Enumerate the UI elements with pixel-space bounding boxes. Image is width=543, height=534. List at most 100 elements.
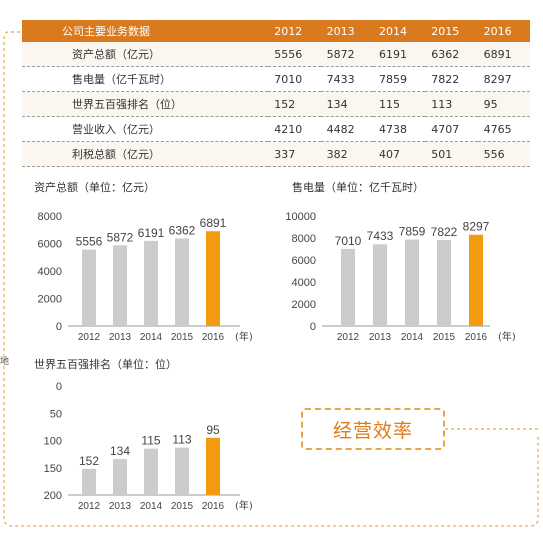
row-value: 501 [425, 141, 478, 167]
value-label: 115 [141, 434, 160, 448]
y-tick-label: 100 [44, 436, 62, 448]
row-value: 4738 [372, 116, 426, 142]
row-value: 6891 [477, 42, 530, 67]
x-tick-label: 2016 [202, 501, 225, 512]
bar [469, 234, 483, 326]
table-row: 利税总额（亿元） 337 382 407 501 556 [22, 141, 530, 167]
bar [144, 240, 158, 326]
value-label: 5556 [76, 235, 103, 249]
bar [341, 248, 355, 326]
x-unit-label: (年) [498, 330, 516, 343]
x-unit-label: (年) [235, 499, 253, 512]
table-header-row: 公司主要业务数据 2012 2013 2014 2015 2016 [22, 20, 530, 42]
bar [175, 238, 189, 326]
y-tick-label: 4000 [292, 277, 316, 289]
row-value: 6362 [425, 42, 478, 67]
y-tick-label: 8000 [292, 233, 316, 245]
y-tick-label: 200 [44, 490, 62, 502]
business-data-table: 公司主要业务数据 2012 2013 2014 2015 2016 资产总额（亿… [22, 20, 530, 167]
x-tick-label: 2012 [78, 332, 101, 343]
x-tick-label: 2015 [433, 332, 456, 343]
table-row: 售电量（亿千瓦时） 7010 7433 7859 7822 8297 [22, 66, 530, 92]
table-row: 营业收入（亿元） 4210 4482 4738 4707 4765 [22, 116, 530, 142]
y-tick-label: 10000 [285, 211, 316, 223]
bar [82, 249, 96, 326]
y-tick-label: 0 [56, 381, 62, 393]
y-tick-label: 4000 [38, 266, 62, 278]
row-value: 152 [268, 91, 321, 117]
x-tick-label: 2013 [369, 332, 392, 343]
row-label: 营业收入（亿元） [22, 116, 269, 142]
value-label: 7433 [367, 229, 394, 243]
row-value: 95 [477, 91, 530, 117]
chart-title-electricity: 售电量（单位：亿千瓦时） [292, 181, 424, 194]
y-tick-label: 50 [50, 408, 62, 420]
bar [373, 244, 387, 326]
row-value: 5872 [320, 42, 373, 67]
row-value: 7822 [425, 66, 478, 92]
value-label: 5872 [107, 230, 134, 244]
value-label: 152 [79, 454, 99, 468]
bar [405, 239, 419, 326]
row-value: 115 [372, 91, 426, 117]
value-label: 134 [110, 444, 130, 458]
x-tick-label: 2015 [171, 501, 194, 512]
value-label: 113 [172, 433, 191, 447]
table-header-year: 2013 [320, 20, 373, 42]
value-label: 7010 [335, 234, 362, 248]
table-row: 世界五百强排名（位） 152 134 115 113 95 [22, 91, 530, 117]
row-value: 337 [268, 141, 321, 167]
table-header-year: 2015 [425, 20, 478, 42]
row-value: 556 [477, 141, 530, 167]
row-label: 资产总额（亿元） [22, 42, 269, 67]
y-tick-label: 6000 [292, 255, 316, 267]
row-value: 134 [320, 91, 373, 117]
y-tick-label: 0 [310, 321, 316, 333]
row-label: 售电量（亿千瓦时） [22, 66, 269, 92]
row-value: 4707 [425, 116, 478, 142]
y-tick-label: 0 [56, 321, 62, 333]
value-label: 7859 [399, 225, 426, 239]
bar [113, 459, 127, 495]
table-header-year: 2016 [477, 20, 530, 42]
chart-title-assets: 资产总额（单位：亿元） [34, 181, 155, 194]
table-header-year: 2014 [372, 20, 426, 42]
x-tick-label: 2013 [109, 501, 132, 512]
x-tick-label: 2014 [401, 332, 424, 343]
row-label: 世界五百强排名（位） [22, 91, 269, 117]
row-value: 113 [425, 91, 478, 117]
row-value: 5556 [268, 42, 321, 67]
x-tick-label: 2012 [78, 501, 101, 512]
x-tick-label: 2014 [140, 501, 163, 512]
operating-efficiency-badge: 经营效率 [301, 408, 445, 450]
row-value: 382 [320, 141, 373, 167]
row-value: 8297 [477, 66, 530, 92]
row-value: 6191 [372, 42, 426, 67]
assets-bar-chart: 0 2000 4000 6000 8000 5556 2012 5872 2013 6191 201… [38, 211, 253, 343]
x-unit-label: (年) [235, 330, 253, 343]
y-tick-label: 150 [44, 463, 62, 475]
row-label: 利税总额（亿元） [22, 141, 269, 167]
y-tick-label: 2000 [292, 299, 316, 311]
bar [206, 437, 220, 495]
side-label: 地 [0, 357, 10, 367]
bar [113, 245, 127, 326]
row-value: 7433 [320, 66, 373, 92]
value-label: 7822 [431, 225, 458, 239]
table-row: 资产总额（亿元） 5556 5872 6191 6362 6891 [22, 42, 530, 67]
bar [144, 448, 158, 495]
bar [82, 468, 96, 495]
x-tick-label: 2016 [202, 332, 225, 343]
x-tick-label: 2012 [337, 332, 360, 343]
y-tick-label: 6000 [38, 239, 62, 251]
bar [437, 239, 451, 326]
x-tick-label: 2015 [171, 332, 194, 343]
row-value: 7859 [372, 66, 426, 92]
chart-title-ranking: 世界五百强排名（单位：位） [34, 358, 177, 371]
x-tick-label: 2016 [465, 332, 488, 343]
table-header-year: 2012 [268, 20, 321, 42]
value-label: 6891 [200, 216, 227, 230]
x-tick-label: 2014 [140, 332, 163, 343]
x-tick-label: 2013 [109, 332, 132, 343]
